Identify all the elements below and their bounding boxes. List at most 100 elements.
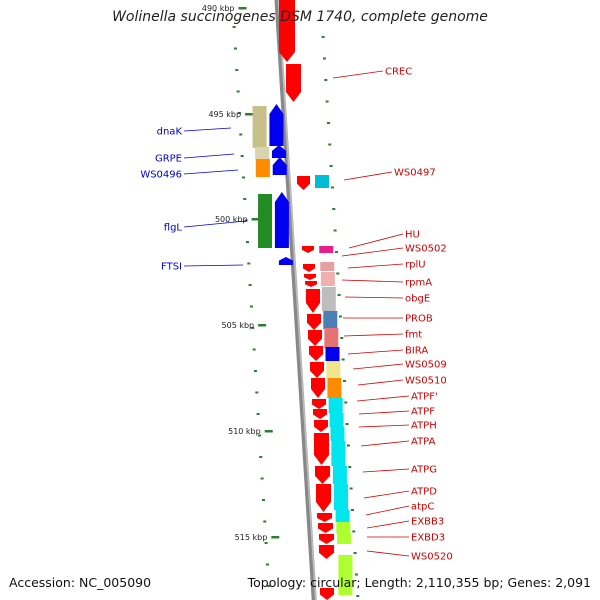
right-strand-arrow	[308, 330, 322, 346]
kbp-tick	[271, 536, 280, 539]
topology-label: Topology: circular; Length: 2,110,355 bp…	[247, 575, 591, 590]
right-gene-label: obgE	[405, 294, 430, 305]
right-leader-line	[341, 247, 404, 257]
right-gene-block	[315, 175, 329, 188]
right-gene-label: WS0509	[405, 360, 447, 371]
genome-backbone	[274, 0, 317, 600]
right-gene-block	[323, 311, 338, 329]
right-strand-arrow	[315, 466, 330, 484]
right-leader-line	[344, 296, 404, 299]
minor-tick-left	[260, 477, 264, 480]
right-gene-block	[329, 413, 344, 427]
minor-tick-left	[233, 47, 237, 50]
minor-tick-right	[349, 487, 353, 490]
right-gene-block	[338, 555, 353, 595]
right-gene-block	[328, 398, 343, 413]
right-gene-label: rpmA	[405, 278, 432, 289]
minor-tick-right	[340, 337, 344, 339]
right-gene-block	[334, 484, 349, 510]
minor-tick-right	[321, 36, 325, 38]
right-gene-block	[326, 361, 341, 378]
right-leader-line	[341, 279, 404, 283]
left-gene-block	[258, 194, 273, 248]
right-strand-arrow	[314, 433, 329, 465]
minor-tick-right	[350, 509, 354, 511]
right-gene-block	[324, 328, 339, 348]
map-title: Wolinella succinogenes DSM 1740, complet…	[112, 9, 488, 25]
minor-tick-left	[264, 542, 268, 544]
minor-tick-left	[259, 456, 263, 458]
right-gene-label: WS0510	[405, 376, 447, 387]
kbp-tick-label: 510 kbp	[228, 427, 261, 436]
right-gene-label: rplU	[405, 260, 426, 271]
right-leader-line	[362, 468, 410, 473]
left-strand-arrow	[278, 257, 293, 265]
right-gene-label: WS0502	[405, 244, 447, 255]
left-gene-label: GRPE	[155, 154, 182, 165]
right-gene-label: atpC	[411, 502, 434, 513]
left-gene-block	[252, 106, 267, 148]
right-gene-block	[335, 510, 350, 522]
minor-tick-left	[261, 499, 265, 501]
right-strand-arrow	[319, 545, 334, 559]
kbp-tick-label: 490 kbp	[202, 4, 235, 13]
kbp-tick-label: 495 kbp	[208, 110, 241, 119]
kbp-tick-label: 500 kbp	[215, 215, 248, 224]
minor-tick-left	[243, 198, 247, 200]
minor-tick-left	[265, 563, 269, 566]
right-gene-label: ATPG	[411, 465, 437, 476]
minor-tick-right	[352, 530, 356, 533]
kbp-tick	[238, 7, 247, 10]
right-gene-label: ATPD	[411, 487, 437, 498]
left-strand-arrow	[272, 157, 287, 175]
minor-tick-right	[333, 229, 337, 232]
right-gene-block	[336, 522, 351, 534]
minor-tick-left	[248, 284, 252, 286]
right-gene-label: ATPF	[411, 407, 435, 418]
minor-tick-left	[267, 585, 271, 587]
minor-tick-left	[241, 176, 245, 179]
right-strand-arrow	[305, 281, 317, 287]
minor-tick-left	[255, 391, 259, 394]
right-strand-arrow	[309, 346, 323, 361]
minor-tick-right	[325, 100, 329, 103]
minor-tick-left	[263, 520, 267, 523]
minor-tick-left	[240, 155, 244, 157]
right-strand-arrow	[310, 362, 324, 378]
left-gene-label: WS0496	[140, 170, 182, 181]
right-leader-line	[347, 263, 404, 269]
minor-tick-right	[353, 552, 357, 554]
minor-tick-left	[252, 348, 256, 351]
right-leader-line	[356, 395, 410, 402]
right-strand-arrow	[304, 274, 316, 280]
right-gene-label: HU	[405, 230, 420, 241]
minor-tick-right	[338, 315, 342, 318]
strand-arrow-crec-a	[279, 0, 295, 62]
right-strand-arrow	[297, 176, 310, 190]
minor-tick-right	[334, 251, 338, 253]
minor-tick-right	[341, 358, 345, 361]
right-gene-label: PROB	[405, 314, 433, 325]
right-leader-line	[358, 424, 410, 428]
minor-tick-right	[346, 444, 350, 447]
minor-tick-right	[326, 122, 330, 124]
right-strand-arrow	[317, 513, 332, 522]
right-gene-label: fmt	[405, 330, 422, 341]
right-gene-label: WS0520	[411, 552, 453, 563]
left-leader-line	[183, 153, 235, 159]
minor-tick-right	[324, 79, 328, 81]
right-leader-line	[358, 410, 410, 415]
minor-tick-left	[236, 90, 240, 93]
right-gene-label: ATPA	[411, 437, 436, 448]
right-gene-label: BIRA	[405, 346, 428, 357]
minor-tick-right	[354, 573, 358, 576]
kbp-tick	[258, 324, 267, 327]
right-leader-line	[352, 363, 404, 370]
minor-tick-right	[329, 165, 333, 167]
minor-tick-right	[348, 466, 352, 468]
minor-tick-left	[239, 133, 243, 136]
right-strand-arrow	[318, 523, 333, 533]
kbp-tick-label: 515 kbp	[235, 533, 268, 542]
right-gene-label: EXBD3	[411, 533, 445, 544]
